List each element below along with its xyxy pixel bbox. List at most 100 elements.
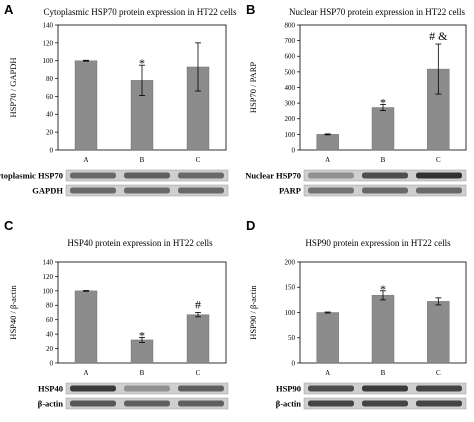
blot-label: HSP40 [38,384,63,394]
blot-band [308,385,354,392]
y-tick-label: 150 [285,284,296,292]
panel-c: C HSP40 protein expression in HT22 cells 0… [4,218,229,410]
y-tick-label: 0 [292,359,296,367]
y-tick-label: 800 [285,21,296,29]
significance-marker: * [380,282,386,296]
bar-a [74,290,98,364]
y-axis-label: HSP70 / GAPDH [8,58,18,118]
y-tick-label: 700 [285,37,296,45]
significance-marker: * [139,56,145,70]
y-tick-label: 100 [285,309,296,317]
blot-band [124,400,170,407]
blot-label: Cytoplasmic HSP70 [0,171,63,181]
y-tick-label: 600 [285,53,296,61]
y-tick-label: 60 [46,93,54,101]
blot-label: HSP90 [276,384,301,394]
y-tick-label: 100 [43,287,54,295]
significance-marker: * [139,328,145,342]
panel-letter: D [246,218,255,233]
y-tick-label: 20 [46,345,54,353]
y-tick-label: 80 [46,75,54,83]
bar-c [186,314,210,364]
y-tick-label: 0 [50,146,54,154]
bar-a [74,60,98,151]
y-tick-label: 100 [43,57,54,65]
blot-label: GAPDH [32,186,63,196]
x-tick-label: A [325,369,330,377]
y-tick-label: 60 [46,316,54,324]
y-axis-label: HSP40 / β-actin [8,285,18,340]
bar-a [316,134,339,151]
bar-b [130,339,154,364]
x-tick-label: C [196,369,201,377]
panel-b: B Nuclear HSP70 protein expression in HT2… [245,2,467,197]
blot-band [70,187,116,194]
panel-letter: C [4,218,14,233]
y-tick-label: 80 [46,302,54,310]
blot-band [124,187,170,194]
y-tick-label: 120 [43,273,54,281]
chart-title: HSP90 protein expression in HT22 cells [305,238,451,248]
y-tick-label: 140 [43,258,54,266]
blot-band [70,400,116,407]
y-axis-label: HSP70 / PARP [248,62,258,113]
blot-band [308,400,354,407]
y-tick-label: 40 [46,111,54,119]
blot-band [416,172,462,179]
bar-a [316,312,339,364]
x-tick-label: A [325,156,330,164]
bar-b [371,107,395,151]
chart-title: Nuclear HSP70 protein expression in HT22… [289,7,465,17]
blot-band [178,172,224,179]
y-tick-label: 140 [43,21,54,29]
panel-d: D HSP90 protein expression in HT22 cells 0… [246,218,467,410]
blot-band [308,172,354,179]
blot-band [178,400,224,407]
y-tick-label: 400 [285,84,296,92]
x-tick-label: B [140,369,145,377]
bar-c [427,301,450,364]
y-tick-label: 120 [43,39,54,47]
blot-label: β-actin [38,399,64,409]
panel-a: A Cytoplasmic HSP70 protein expression in… [0,2,237,197]
blot-band [124,385,170,392]
x-tick-label: A [83,369,88,377]
y-tick-label: 0 [292,146,296,154]
significance-marker: # [195,298,201,312]
y-tick-label: 50 [288,334,296,342]
blot-band [362,172,408,179]
blot-band [308,187,354,194]
x-tick-label: C [196,156,201,164]
y-tick-label: 200 [285,258,296,266]
blot-band [178,187,224,194]
x-tick-label: A [83,156,88,164]
blot-band [416,385,462,392]
chart-title: HSP40 protein expression in HT22 cells [67,238,213,248]
x-tick-label: C [436,369,441,377]
blot-band [124,172,170,179]
y-tick-label: 0 [50,359,54,367]
chart-title: Cytoplasmic HSP70 protein expression in … [44,7,237,17]
blot-band [416,187,462,194]
panel-letter: A [4,2,14,17]
y-tick-label: 200 [285,115,296,123]
blot-band [70,385,116,392]
x-tick-label: B [381,156,386,164]
x-tick-label: B [140,156,145,164]
blot-label: β-actin [276,399,302,409]
bar-b [371,295,395,364]
significance-marker: * [380,95,386,109]
y-axis-label: HSP90 / β-actin [248,285,258,340]
y-tick-label: 500 [285,68,296,76]
blot-band [70,172,116,179]
blot-label: Nuclear HSP70 [245,171,301,181]
blot-label: PARP [279,186,301,196]
x-tick-label: B [381,369,386,377]
blot-band [362,400,408,407]
panel-letter: B [246,2,255,17]
y-tick-label: 40 [46,331,54,339]
x-tick-label: C [436,156,441,164]
y-tick-label: 300 [285,100,296,108]
y-tick-label: 20 [46,129,54,137]
